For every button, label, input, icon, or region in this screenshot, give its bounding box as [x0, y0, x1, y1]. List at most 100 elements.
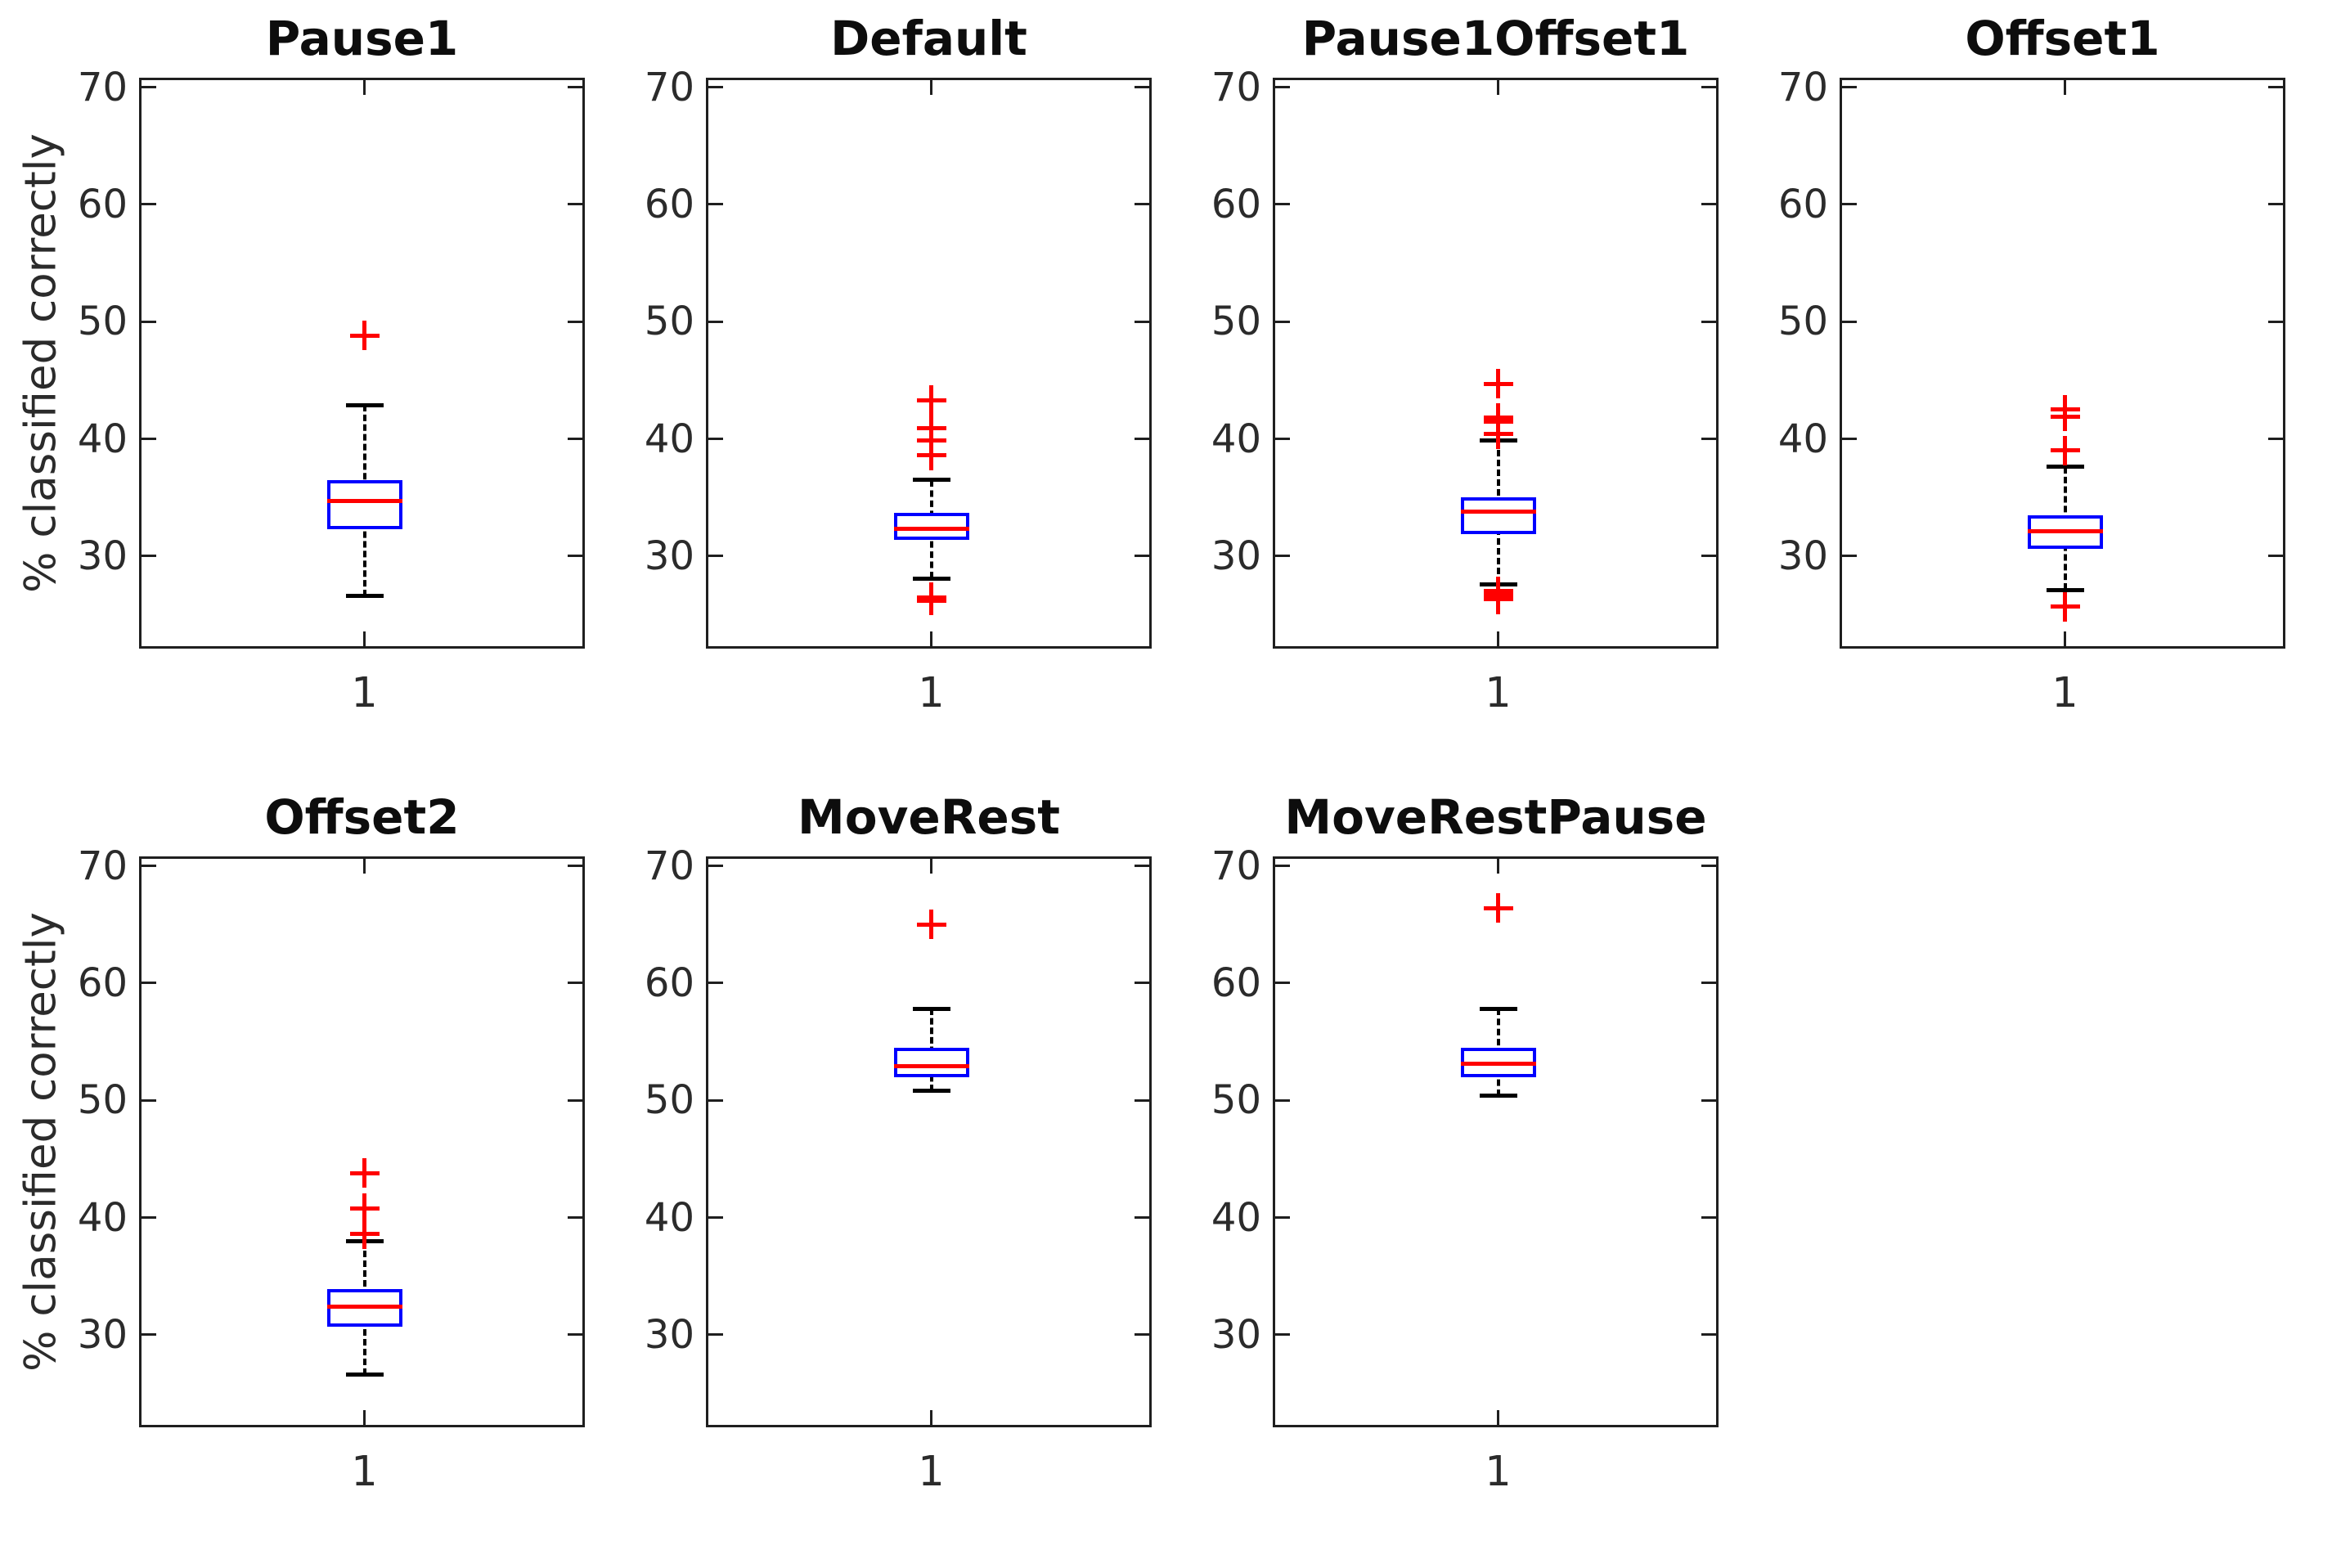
outlier-plus-vertical — [929, 425, 933, 455]
whisker-cap-bottom — [1479, 1094, 1517, 1098]
y-tick-label: 50 — [644, 1077, 694, 1124]
y-tick-left — [1275, 1216, 1290, 1220]
y-tick-label: 70 — [1777, 64, 1828, 110]
y-axis-label-row1: % classified correctly — [16, 133, 66, 593]
y-tick-right — [568, 320, 582, 323]
y-tick-left — [708, 1216, 723, 1220]
whisker-cap-bottom — [912, 576, 950, 581]
y-tick-right — [568, 982, 582, 985]
y-tick-right — [568, 865, 582, 868]
y-tick-right — [568, 438, 582, 441]
y-tick-right — [1701, 1333, 1716, 1337]
x-tick-top — [930, 80, 932, 95]
y-tick-right — [568, 555, 582, 558]
subplot-moverestpause: MoveRestPause 30 40 50 60 70 1 — [1211, 789, 1719, 1496]
x-tick-label: 1 — [351, 1448, 378, 1496]
outlier-plus-vertical — [2063, 402, 2067, 432]
y-tick-label: 70 — [77, 842, 128, 889]
x-tick-bottom — [2064, 631, 2066, 646]
plot-axes: 30 40 50 60 70 1 — [645, 65, 1152, 717]
y-tick-left — [1275, 865, 1290, 868]
y-tick-right — [1701, 320, 1716, 323]
y-tick-left — [1275, 86, 1290, 89]
y-tick-left — [142, 203, 156, 206]
outlier-plus-vertical — [929, 385, 933, 416]
subplot-default: Default 30 40 50 60 70 1 — [645, 11, 1152, 717]
y-tick-label: 40 — [1211, 416, 1261, 462]
outlier-marker — [1483, 893, 1513, 923]
y-tick-right — [1135, 203, 1149, 206]
outlier-plus-vertical — [929, 586, 933, 616]
subplot-pause1offset1: Pause1Offset1 30 40 50 60 70 1 — [1211, 11, 1719, 717]
outlier-plus-vertical — [362, 321, 366, 351]
y-tick-label: 50 — [1211, 299, 1261, 345]
x-tick-label: 1 — [918, 669, 945, 717]
x-tick-bottom — [363, 1410, 366, 1425]
subplot-title: Offset1 — [1965, 11, 2160, 66]
y-tick-right — [1135, 1216, 1149, 1220]
x-tick-top — [2064, 80, 2066, 95]
subplot-offset1: Offset1 30 40 50 60 70 1 — [1778, 11, 2285, 717]
plot-axes: 30 40 50 60 70 1 — [78, 843, 585, 1496]
y-tick-label: 60 — [644, 181, 694, 227]
y-tick-left — [142, 865, 156, 868]
y-tick-label: 50 — [1777, 299, 1828, 345]
x-tick-label: 1 — [1485, 1448, 1512, 1496]
x-tick-label: 1 — [351, 669, 378, 717]
outlier-marker — [2050, 435, 2080, 465]
median-line — [1460, 509, 1536, 514]
subplot-title: MoveRestPause — [1284, 789, 1707, 845]
whisker-cap-top — [2046, 465, 2084, 470]
whisker-cap-top — [912, 1006, 950, 1011]
y-tick-right — [1135, 865, 1149, 868]
median-line — [326, 499, 402, 504]
median-line — [893, 1064, 969, 1069]
y-tick-right — [1135, 1098, 1149, 1102]
x-tick-top — [1497, 80, 1499, 95]
subplot-title: Default — [830, 11, 1027, 66]
iqr-box — [1460, 497, 1536, 534]
y-tick-right — [1135, 320, 1149, 323]
y-tick-label: 60 — [644, 959, 694, 1006]
y-tick-left — [1275, 438, 1290, 441]
y-tick-left — [708, 438, 723, 441]
y-tick-left — [1275, 1333, 1290, 1337]
y-tick-left — [142, 1098, 156, 1102]
x-tick-bottom — [930, 631, 932, 646]
whisker-cap-top — [912, 478, 950, 483]
outlier-marker — [349, 321, 380, 351]
y-tick-right — [2268, 86, 2283, 89]
outlier-marker — [916, 425, 946, 455]
iqr-box — [893, 512, 969, 540]
y-tick-right — [2268, 320, 2283, 323]
y-tick-right — [1701, 203, 1716, 206]
y-tick-left — [1275, 203, 1290, 206]
y-axis-label-row2: % classified correctly — [16, 912, 66, 1372]
y-tick-left — [142, 555, 156, 558]
y-tick-label: 50 — [1211, 1077, 1261, 1124]
y-tick-left — [708, 86, 723, 89]
outlier-marker — [916, 385, 946, 416]
x-tick-top — [363, 859, 366, 874]
x-tick-bottom — [930, 1410, 932, 1425]
x-tick-label: 1 — [2051, 669, 2078, 717]
y-tick-left — [1842, 86, 1857, 89]
outlier-marker — [349, 1219, 380, 1249]
y-tick-label: 60 — [1211, 181, 1261, 227]
y-tick-left — [1842, 438, 1857, 441]
y-tick-left — [142, 982, 156, 985]
whisker-cap-top — [345, 402, 384, 407]
whisker-cap-bottom — [345, 1373, 384, 1377]
whisker-cap-bottom — [2046, 587, 2084, 592]
outlier-marker — [916, 910, 946, 940]
whisker-cap-bottom — [912, 1089, 950, 1094]
x-tick-bottom — [1497, 1410, 1499, 1425]
subplot-moverest: MoveRest 30 40 50 60 70 1 — [645, 789, 1152, 1496]
y-tick-left — [708, 203, 723, 206]
y-tick-label: 30 — [1211, 1311, 1261, 1358]
y-tick-left — [1275, 1098, 1290, 1102]
x-tick-label: 1 — [1485, 669, 1512, 717]
y-tick-left — [142, 1216, 156, 1220]
y-tick-left — [708, 982, 723, 985]
